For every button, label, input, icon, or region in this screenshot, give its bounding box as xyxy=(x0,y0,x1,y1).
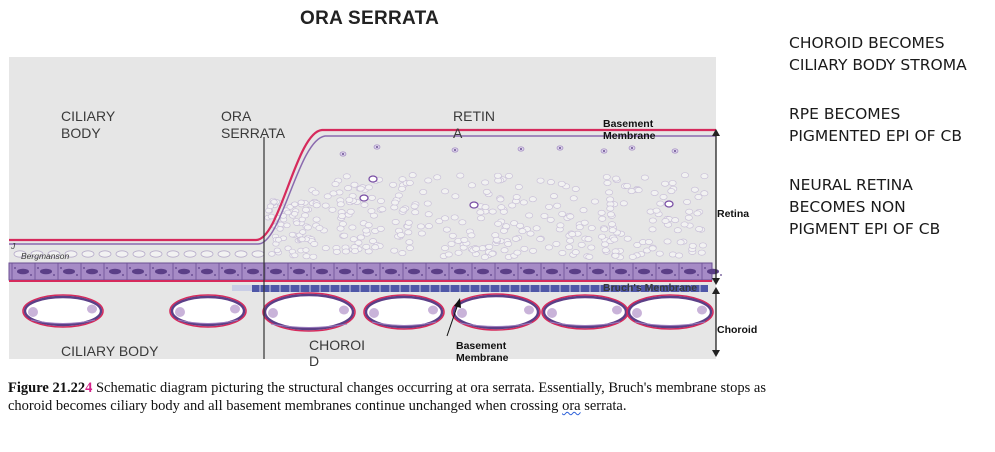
label-choroid-bottom: CHOROI D xyxy=(309,337,369,369)
label-basement-membrane-bottom: Basement Membrane xyxy=(456,340,509,364)
retina-cells xyxy=(13,144,709,261)
label-ciliary-body-bottom: CILIARY BODY xyxy=(61,343,159,359)
figure-number-suffix: 4 xyxy=(85,380,93,396)
ora-serrata-diagram: Bruch's Membrane CILIARY BODY ORA SERRAT… xyxy=(8,57,757,369)
label-retina-top: RETIN A xyxy=(453,108,499,141)
author-credit: J Bergmanson xyxy=(10,241,69,261)
figure-number: 21.22 xyxy=(52,380,86,396)
rpe-layer xyxy=(8,262,722,281)
caption-spellcheck-word: ora xyxy=(562,398,581,414)
basement-membrane-pointer xyxy=(446,298,461,337)
notes-panel: CHOROID BECOMES CILIARY BODY STROMA RPE … xyxy=(789,32,995,267)
top-basement-membrane xyxy=(9,128,716,242)
figure-label: Figure xyxy=(8,380,49,396)
bruchs-membrane-label: Bruch's Membrane xyxy=(603,282,697,294)
note-choroid: CHOROID BECOMES CILIARY BODY STROMA xyxy=(789,34,967,74)
label-ciliary-body-top: CILIARY BODY xyxy=(61,108,119,141)
choroid-bracket xyxy=(712,287,720,357)
label-basement-membrane-top: Basement Membrane xyxy=(603,118,656,142)
figure-caption: Figure 21.224 Schematic diagram picturin… xyxy=(8,379,783,415)
note-rpe: RPE BECOMES PIGMENTED EPI OF CB xyxy=(789,105,962,145)
caption-text: Schematic diagram picturing the structur… xyxy=(8,380,766,414)
blood-vessels xyxy=(22,292,714,332)
slide-title: ORA SERRATA xyxy=(300,8,440,29)
label-choroid-side: Choroid xyxy=(717,324,757,336)
note-neural-retina: NEURAL RETINA BECOMES NON PIGMENT EPI OF… xyxy=(789,176,941,238)
retina-bracket xyxy=(712,129,720,285)
bruchs-membrane xyxy=(232,285,708,292)
caption-text-end: serrata. xyxy=(580,398,627,414)
label-retina-side: Retina xyxy=(717,208,749,220)
inner-membrane-line xyxy=(9,135,716,245)
label-ora-serrata: ORA SERRATA xyxy=(221,108,286,141)
